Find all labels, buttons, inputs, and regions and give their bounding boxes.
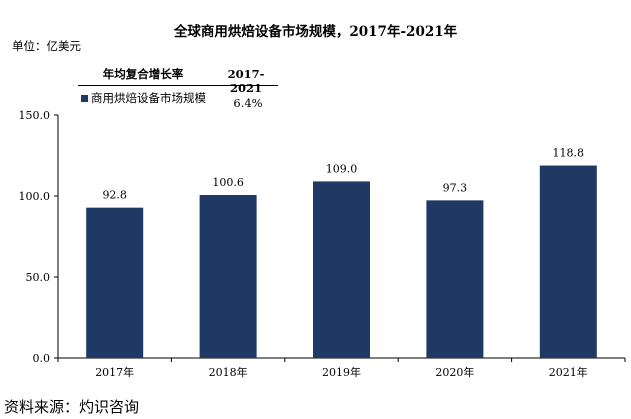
bar: [426, 200, 484, 358]
x-tick-label: 2021年: [549, 365, 588, 379]
cagr-divider: [78, 85, 278, 86]
x-tick-label: 2019年: [322, 365, 361, 379]
y-tick-label: 150.0: [19, 109, 51, 122]
unit-label: 单位：亿美元: [12, 39, 81, 53]
bar: [313, 181, 370, 358]
y-tick-label: 0.0: [33, 352, 51, 365]
legend-swatch: [81, 94, 88, 102]
cagr-table: 年均复合增长率 2017-2021 商用烘焙设备市场规模 6.4%: [78, 67, 278, 110]
cagr-header-period: 2017-2021: [227, 67, 265, 95]
x-tick-label: 2020年: [435, 365, 474, 379]
cagr-row: 商用烘焙设备市场规模 6.4%: [78, 89, 278, 110]
cagr-header: 年均复合增长率 2017-2021: [78, 67, 278, 95]
data-label: 118.8: [553, 147, 585, 160]
chart-title: 全球商用烘焙设备市场规模，2017年-2021年: [173, 24, 458, 40]
bar: [199, 195, 257, 358]
cagr-row-value: 6.4%: [233, 96, 263, 110]
bar: [539, 165, 597, 358]
y-tick-label: 100.0: [19, 190, 51, 203]
y-tick-label: 50.0: [26, 271, 51, 284]
cagr-header-label: 年均复合增长率: [102, 67, 184, 81]
data-label: 109.0: [326, 162, 358, 175]
bar: [86, 207, 144, 358]
data-label: 97.3: [443, 181, 468, 194]
source-note: 资料来源：灼识咨询: [4, 398, 140, 416]
cagr-row-name: 商用烘焙设备市场规模: [78, 90, 218, 106]
x-tick-label: 2018年: [209, 365, 248, 379]
legend-label: 商用烘焙设备市场规模: [91, 91, 206, 105]
data-label: 92.8: [102, 189, 127, 202]
x-tick-label: 2017年: [95, 365, 134, 379]
data-label: 100.6: [212, 176, 244, 189]
